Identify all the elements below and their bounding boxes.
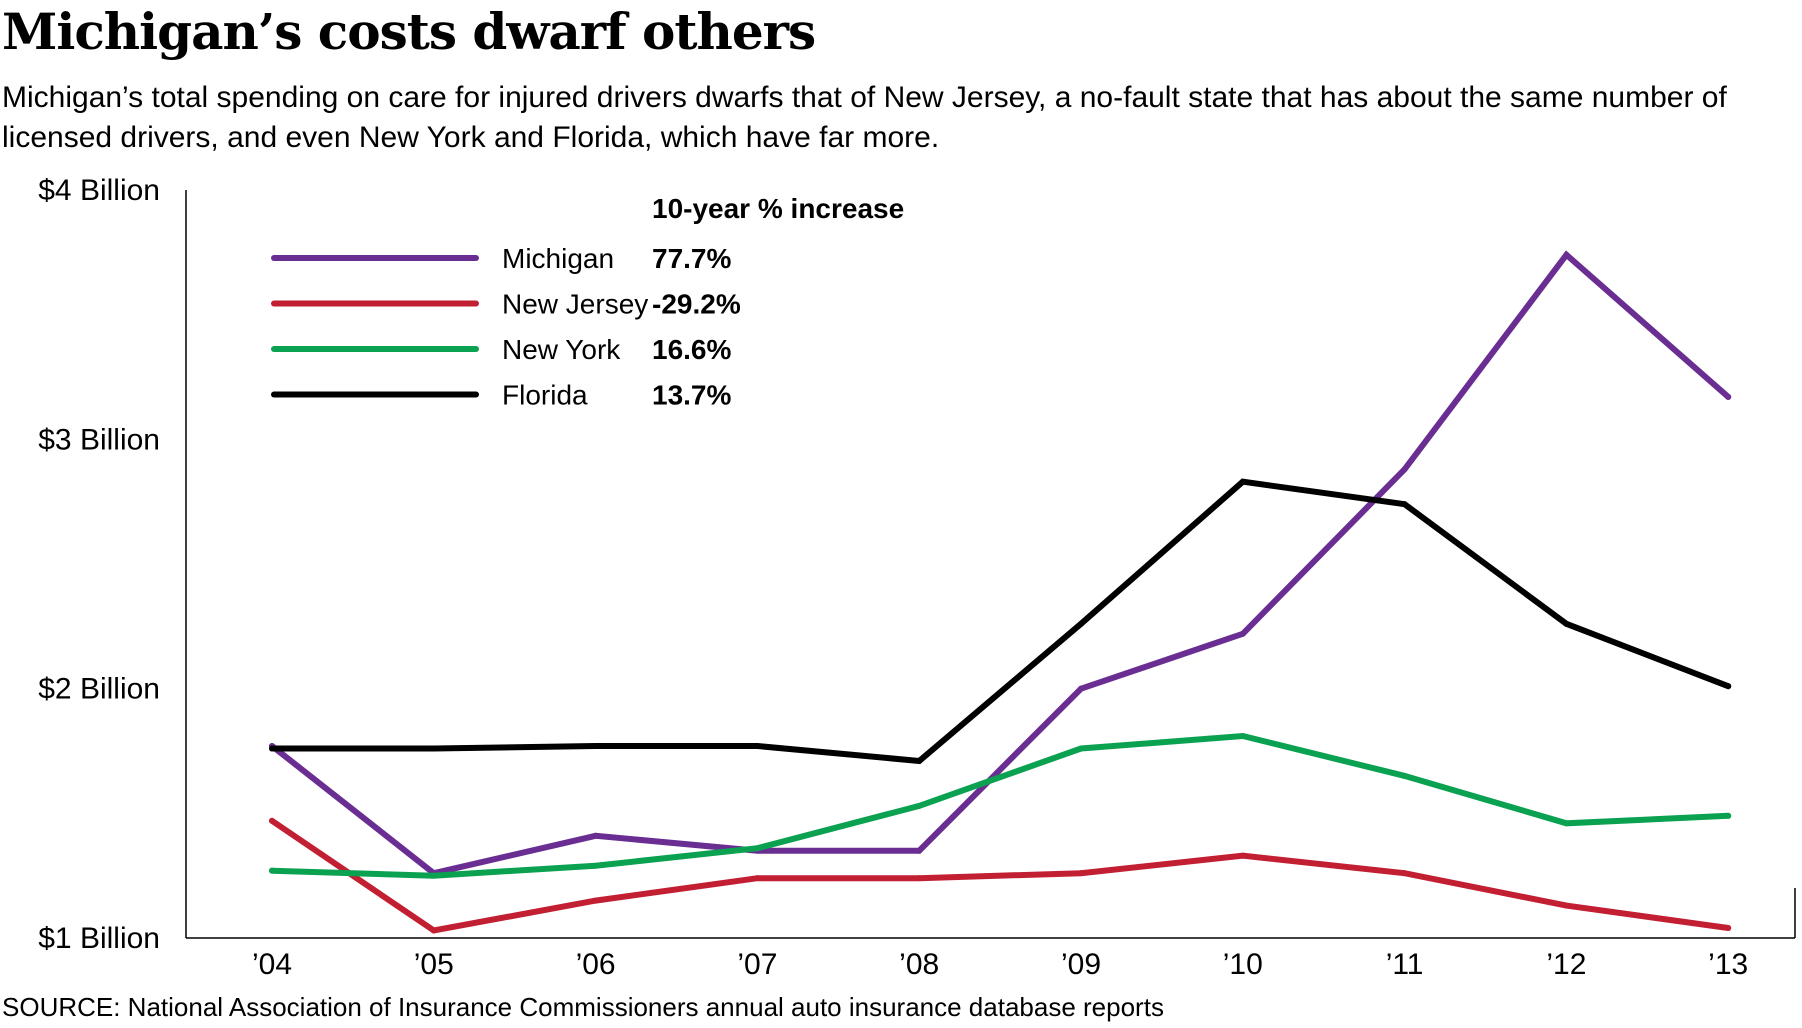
data-point-new-jersey-8: [1401, 870, 1408, 877]
y-tick-label-2: $2 Billion: [38, 673, 160, 706]
x-tick-label-8: ’11: [1386, 948, 1424, 981]
data-point-new-jersey-3: [592, 897, 599, 904]
series-line-new-york: [269, 732, 1732, 879]
data-point-florida-2: [430, 745, 437, 752]
data-point-new-york-3: [592, 862, 599, 869]
x-tick-label-3: ’06: [576, 948, 616, 981]
data-point-florida-9: [1563, 620, 1570, 627]
data-point-new-york-8: [1401, 772, 1408, 779]
legend: 10-year % increase Michigan 77.7%New Jerse…: [271, 193, 904, 411]
legend-label-new-jersey: New Jersey: [502, 289, 648, 320]
x-tick-label-10: ’13: [1708, 948, 1748, 981]
data-point-new-jersey-4: [754, 875, 761, 882]
legend-value-new-jersey: -29.2%: [652, 289, 741, 320]
legend-title: 10-year % increase: [652, 193, 904, 224]
data-point-new-york-7: [1239, 733, 1246, 740]
data-point-michigan-6: [1078, 685, 1084, 692]
data-point-florida-8: [1401, 501, 1408, 508]
data-point-michigan-8: [1401, 466, 1408, 473]
chart-axes: [185, 190, 1796, 939]
data-point-michigan-3: [592, 832, 599, 839]
legend-label-new-york: New York: [502, 334, 621, 365]
series-line-florida: [269, 478, 1732, 765]
chart-subtitle: Michigan’s total spending on care for in…: [2, 81, 1727, 154]
legend-value-new-york: 16.6%: [652, 334, 731, 365]
x-tick-label-2: ’05: [414, 948, 454, 981]
data-point-florida-4: [754, 743, 761, 750]
series-lines: [269, 250, 1732, 934]
series-line-michigan: [269, 250, 1732, 877]
data-point-michigan-10: [1725, 393, 1732, 400]
legend-label-michigan: Michigan: [502, 243, 614, 274]
data-point-new-jersey-9: [1563, 902, 1570, 909]
data-point-new-jersey-7: [1239, 852, 1246, 859]
data-point-michigan-7: [1239, 630, 1246, 637]
x-tick-label-5: ’08: [899, 948, 939, 981]
data-point-new-york-2: [430, 872, 437, 879]
data-point-michigan-9: [1563, 251, 1570, 258]
y-tick-label-1: $1 Billion: [38, 922, 160, 955]
data-point-new-jersey-10: [1725, 925, 1732, 932]
data-point-new-york-9: [1563, 820, 1570, 827]
series-line-new-jersey: [269, 817, 1732, 934]
legend-value-florida: 13.7%: [652, 380, 731, 411]
data-point-new-york-5: [916, 802, 923, 809]
data-point-new-jersey-1: [269, 817, 275, 824]
y-tick-label-4: $4 Billion: [38, 174, 160, 207]
y-axis-ticks: $1 Billion $2 Billion $3 Billion $4 Billion: [38, 174, 160, 955]
y-tick-label-3: $3 Billion: [38, 423, 160, 456]
data-point-new-york-1: [269, 867, 275, 874]
x-tick-label-4: ’07: [737, 948, 777, 981]
legend-label-florida: Florida: [502, 380, 588, 411]
data-point-new-jersey-5: [916, 875, 923, 882]
data-point-new-jersey-2: [430, 927, 437, 934]
data-point-new-york-4: [754, 845, 761, 852]
data-point-florida-6: [1078, 620, 1084, 627]
data-point-florida-5: [916, 757, 923, 764]
chart-headline: Michigan’s costs dwarf others: [2, 2, 816, 61]
data-point-florida-1: [269, 745, 275, 752]
x-tick-label-7: ’10: [1223, 948, 1263, 981]
data-point-new-jersey-6: [1078, 870, 1084, 877]
line-chart: $1 Billion $2 Billion $3 Billion $4 Billion…: [38, 174, 1796, 981]
x-tick-label-1: ’04: [252, 948, 292, 981]
data-point-new-york-10: [1725, 812, 1732, 819]
data-point-florida-10: [1725, 683, 1732, 690]
legend-value-michigan: 77.7%: [652, 243, 731, 274]
data-point-florida-7: [1239, 478, 1246, 485]
x-tick-label-6: ’09: [1061, 948, 1101, 981]
source-note: SOURCE: National Association of Insuranc…: [2, 992, 1164, 1022]
data-point-florida-3: [592, 743, 599, 750]
x-tick-label-9: ’12: [1546, 948, 1586, 981]
data-point-michigan-5: [916, 847, 923, 854]
x-axis-ticks: ’04 ’05 ’06 ’07 ’08 ’09 ’10 ’11 ’12 ’13: [252, 948, 1748, 981]
data-point-new-york-6: [1078, 745, 1084, 752]
